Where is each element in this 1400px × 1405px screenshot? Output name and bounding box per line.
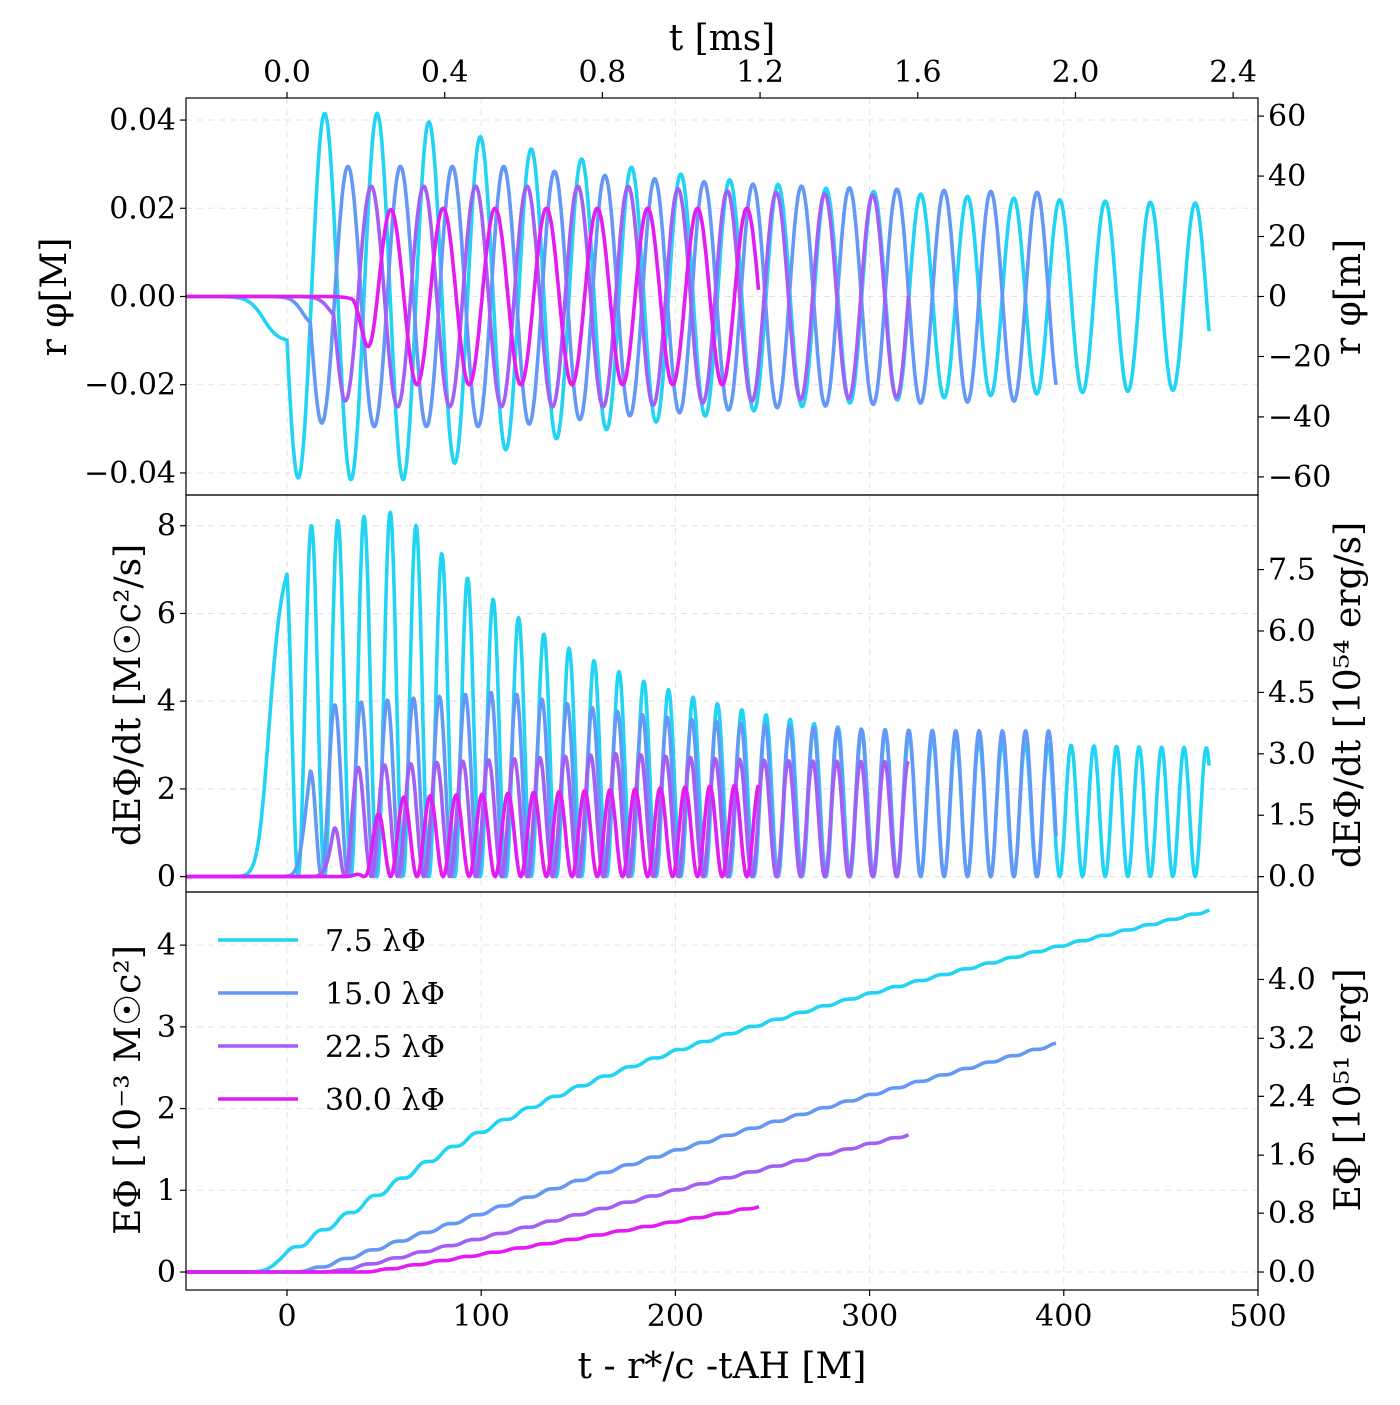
panel2-ylabel-right: dEΦ/dt [10⁵⁴ erg/s]	[1328, 522, 1369, 868]
legend-label-4: 30.0 λΦ	[325, 1083, 445, 1118]
series-line-p1-1	[185, 111, 1211, 482]
ytick-label-left: 0.00	[109, 280, 176, 315]
ytick-label-left: −0.02	[84, 368, 176, 403]
legend: 7.5 λΦ 15.0 λΦ 22.5 λΦ 30.0 λΦ	[218, 924, 445, 1118]
xtick-label: 300	[841, 1299, 898, 1334]
top-axis-label: t [ms]	[669, 18, 776, 59]
panel1-ylabel-left: r φ[M]	[34, 238, 75, 357]
ytick-label-left: 3	[157, 1010, 176, 1045]
ytick-label-left: 6	[157, 596, 176, 631]
series-line-p2-2	[185, 690, 1058, 879]
ytick-label-right: 0.0	[1268, 1255, 1316, 1290]
panel1-ylabel-right: r φ[m]	[1328, 239, 1369, 355]
ytick-label-left: 0.04	[109, 103, 176, 138]
tick-layer: 0.040.020.00−0.02−0.046040200−20−40−6086…	[84, 55, 1331, 1334]
ytick-label-right: 1.6	[1268, 1138, 1316, 1173]
ytick-label-left: 0	[157, 1255, 176, 1290]
top-tick-label: 0.4	[421, 55, 469, 90]
xtick-label: 200	[647, 1299, 704, 1334]
top-tick-label: 1.2	[736, 55, 784, 90]
ytick-label-right: 4.5	[1268, 675, 1316, 710]
series-line-p3-1	[185, 908, 1211, 1274]
ytick-label-right: 60	[1268, 99, 1306, 134]
panel-frame-3	[185, 891, 1259, 1291]
x-axis-label: t - r*/c -tAH [M]	[578, 1346, 867, 1387]
ytick-label-right: 20	[1268, 220, 1306, 255]
ytick-label-right: 6.0	[1268, 614, 1316, 649]
top-tick-label: 0.0	[263, 55, 311, 90]
top-tick-label: 1.6	[894, 55, 942, 90]
ytick-label-left: 4	[157, 684, 176, 719]
ytick-label-right: 1.5	[1268, 798, 1316, 833]
ytick-label-right: 0.0	[1268, 860, 1316, 895]
legend-label-3: 22.5 λΦ	[325, 1030, 445, 1065]
top-tick-label: 2.4	[1209, 55, 1257, 90]
ytick-label-right: 0.8	[1268, 1196, 1316, 1231]
ytick-label-right: 3.0	[1268, 737, 1316, 772]
ytick-label-right: −40	[1268, 400, 1331, 435]
legend-label-2: 15.0 λΦ	[325, 977, 445, 1012]
ytick-label-right: 4.0	[1268, 962, 1316, 997]
ytick-label-left: 0.02	[109, 191, 176, 226]
xtick-label: 0	[277, 1299, 296, 1334]
panel3-ylabel-right: EΦ [10⁵¹ erg]	[1328, 969, 1369, 1212]
ytick-label-right: 7.5	[1268, 553, 1316, 588]
series-line-p3-2	[185, 1041, 1057, 1274]
xtick-label: 500	[1229, 1299, 1286, 1334]
ytick-label-left: 0	[157, 860, 176, 895]
series-line-p1-2	[185, 164, 1058, 429]
series-line-p3-4	[185, 1204, 760, 1274]
ytick-label-left: 8	[157, 509, 176, 544]
xtick-label: 400	[1035, 1299, 1092, 1334]
ytick-label-left: 2	[157, 772, 176, 807]
panel2-ylabel-left: dEΦ/dt [M☉c²/s]	[108, 544, 149, 846]
top-tick-label: 2.0	[1052, 55, 1100, 90]
panel3-ylabel-left: EΦ [10⁻³ M☉c²]	[108, 945, 149, 1235]
ytick-label-left: 2	[157, 1092, 176, 1127]
ytick-label-right: 2.4	[1268, 1079, 1316, 1114]
ytick-label-left: 4	[157, 928, 176, 963]
ytick-label-right: −20	[1268, 339, 1331, 374]
ytick-label-right: 40	[1268, 159, 1306, 194]
ytick-label-left: 1	[157, 1173, 176, 1208]
ytick-label-left: −0.04	[84, 456, 176, 491]
ytick-label-right: 3.2	[1268, 1021, 1316, 1056]
legend-label-1: 7.5 λΦ	[325, 924, 426, 959]
series-line-p1-4	[185, 206, 761, 387]
top-tick-label: 0.8	[579, 55, 627, 90]
ytick-label-right: −60	[1268, 460, 1331, 495]
ytick-label-right: 0	[1268, 280, 1287, 315]
xtick-label: 100	[453, 1299, 510, 1334]
series-layer	[185, 111, 1211, 1274]
series-line-p2-4	[185, 783, 761, 879]
